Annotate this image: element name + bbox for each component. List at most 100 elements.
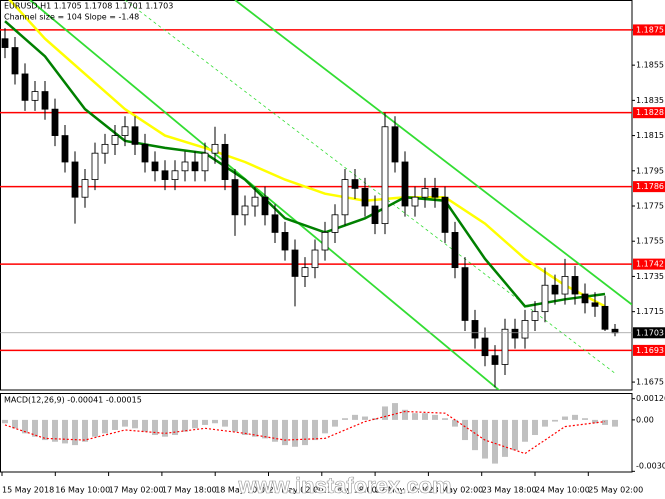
y-tick-label: 1.1755 bbox=[636, 237, 664, 246]
candle-body bbox=[41, 91, 49, 110]
macd-bar bbox=[352, 414, 358, 420]
candle-body bbox=[171, 170, 179, 180]
candle-body bbox=[541, 284, 549, 313]
last-price-box bbox=[633, 327, 665, 339]
x-tick-label: 23 May 18:00 bbox=[482, 486, 537, 495]
macd-bar bbox=[272, 419, 278, 442]
candle-body bbox=[481, 337, 489, 357]
candle-body bbox=[31, 91, 39, 101]
macd-plot bbox=[2, 403, 618, 464]
macd-bar bbox=[482, 419, 488, 459]
level-label-box bbox=[633, 24, 665, 36]
candle-body bbox=[221, 143, 229, 180]
candle-body bbox=[461, 267, 469, 321]
main-pane bbox=[0, 0, 633, 391]
candle-body bbox=[451, 232, 459, 269]
chart-subtitle: Channel size = 104 Slope = -1.48 bbox=[4, 13, 139, 22]
candle-body bbox=[421, 187, 429, 198]
y-tick-label: 1.1735 bbox=[636, 272, 664, 281]
candle-body bbox=[21, 73, 29, 101]
macd-signal bbox=[4, 410, 606, 455]
macd-y-tick-label: 0.00 bbox=[636, 415, 654, 424]
candle-body bbox=[611, 328, 619, 334]
level-label: 1.1693 bbox=[636, 346, 664, 355]
candle-body bbox=[491, 355, 499, 365]
watermark: www.instaforex.com bbox=[237, 473, 451, 498]
macd-bar bbox=[522, 419, 528, 442]
macd-bar bbox=[592, 419, 598, 424]
candle-body bbox=[411, 196, 419, 207]
candle-body bbox=[211, 143, 219, 154]
candle-body bbox=[401, 161, 409, 207]
macd-bar bbox=[612, 419, 618, 427]
level-label: 1.1742 bbox=[636, 260, 664, 269]
y-tick-label: 1.1835 bbox=[636, 96, 664, 105]
candle-body bbox=[291, 249, 299, 277]
x-tick-label: 23 May 02:00 bbox=[428, 486, 483, 495]
x-tick-label: 15 May 2018 bbox=[2, 486, 54, 495]
x-tick-label: 18 May 10:00 bbox=[215, 486, 270, 495]
candle-body bbox=[1, 38, 9, 48]
macd-bar bbox=[542, 419, 548, 427]
macd-bar bbox=[512, 419, 518, 451]
last-price-label: 1.1703 bbox=[636, 328, 664, 337]
macd-bar bbox=[552, 419, 558, 422]
level-label-box bbox=[633, 344, 665, 356]
macd-bar bbox=[232, 419, 238, 432]
macd-bar bbox=[102, 419, 108, 434]
macd-bar bbox=[52, 419, 58, 442]
x-tick-label: 17 May 18:00 bbox=[162, 486, 217, 495]
y-tick-label: 1.1855 bbox=[636, 61, 664, 70]
macd-bar bbox=[432, 414, 438, 420]
candle-body bbox=[511, 328, 519, 339]
candle-body bbox=[281, 232, 289, 251]
candle-body bbox=[331, 214, 339, 233]
level-label-box bbox=[633, 258, 665, 270]
x-tick-label: 21 May 02:00 bbox=[269, 486, 324, 495]
y-tick-label: 1.1815 bbox=[636, 131, 664, 140]
channel-line bbox=[234, 0, 632, 306]
level-label-box bbox=[633, 107, 665, 119]
axes: 1.1875 1.1855 1.1835 1.1815 1.1795 1.1775 1.17… bbox=[1, 24, 665, 495]
candle-body bbox=[241, 205, 249, 216]
x-tick-label: 24 May 10:00 bbox=[535, 486, 590, 495]
candle-body bbox=[231, 179, 239, 216]
candle-body bbox=[351, 179, 359, 189]
candle-body bbox=[571, 276, 579, 295]
macd-bar bbox=[222, 419, 228, 427]
macd-bar bbox=[322, 419, 328, 434]
y-tick-label: 1.1775 bbox=[636, 202, 664, 211]
macd-bar bbox=[22, 419, 28, 434]
candle-body bbox=[581, 293, 589, 304]
candle-body bbox=[91, 152, 99, 180]
level-label: 1.1828 bbox=[636, 108, 664, 117]
macd-bar bbox=[162, 419, 168, 437]
macd-y-tick-label: 0.00126 bbox=[636, 394, 665, 403]
candle-body bbox=[61, 135, 69, 163]
candle-body bbox=[51, 108, 59, 136]
level-label-box bbox=[633, 181, 665, 193]
candle-body bbox=[131, 126, 139, 145]
macd-bar bbox=[262, 419, 268, 439]
candle-body bbox=[561, 276, 569, 295]
macd-bar bbox=[412, 413, 418, 420]
macd-bar bbox=[422, 413, 428, 420]
candle-body bbox=[81, 179, 89, 198]
candle-body bbox=[321, 232, 329, 251]
macd-bar bbox=[382, 406, 388, 420]
macd-bar bbox=[302, 419, 308, 446]
y-tick-label: 1.1715 bbox=[636, 307, 664, 316]
macd-bar bbox=[122, 419, 128, 427]
moving-average bbox=[4, 20, 606, 308]
macd-bar bbox=[12, 419, 18, 429]
channel-line bbox=[124, 0, 616, 374]
macd-bar bbox=[142, 419, 148, 432]
macd-bar bbox=[82, 419, 88, 442]
macd-y-tick-label: -0.00306 bbox=[636, 462, 665, 471]
candle-body bbox=[591, 302, 599, 307]
candle-body bbox=[161, 170, 169, 180]
macd-bar bbox=[152, 419, 158, 436]
candle-body bbox=[531, 311, 539, 321]
y-tick-label: 1.1795 bbox=[636, 166, 664, 175]
